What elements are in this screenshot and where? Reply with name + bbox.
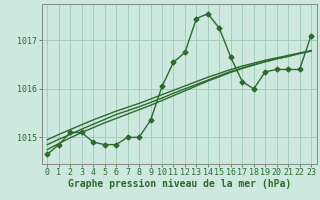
X-axis label: Graphe pression niveau de la mer (hPa): Graphe pression niveau de la mer (hPa) — [68, 179, 291, 189]
